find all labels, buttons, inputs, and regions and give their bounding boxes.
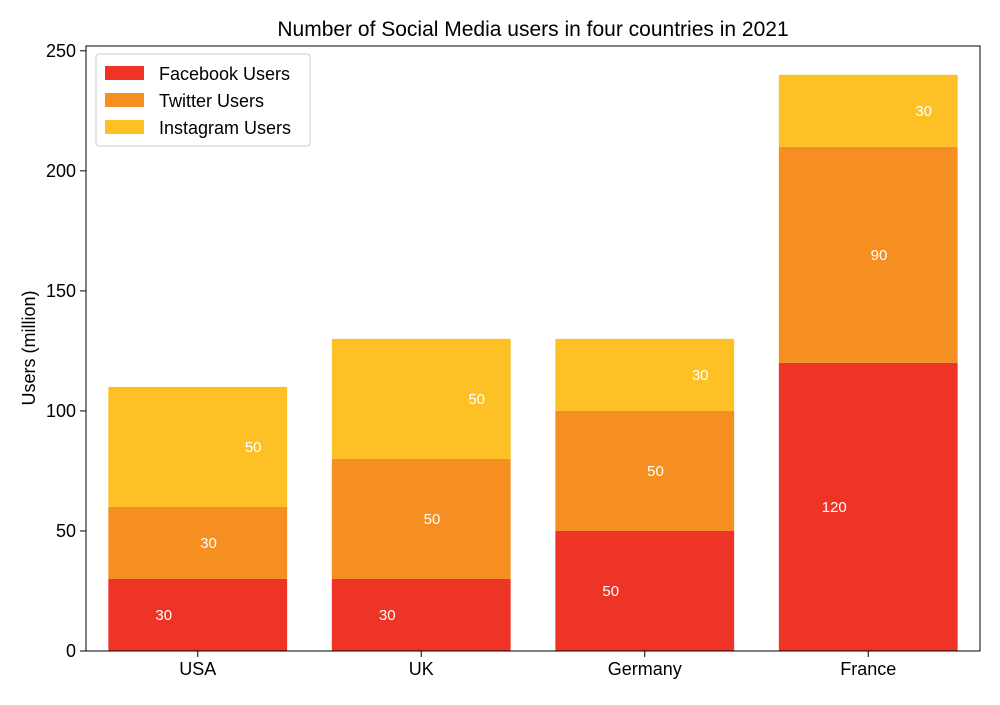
x-tick-label: France: [840, 659, 896, 679]
bar-instagram-users-usa: [108, 386, 288, 507]
x-tick-label: Germany: [608, 659, 682, 679]
data-label: 50: [647, 463, 664, 480]
bar-instagram-users-france: [778, 74, 958, 147]
x-axis: USA UK Germany France: [179, 651, 896, 679]
legend-label: Facebook Users: [159, 64, 290, 84]
y-tick-label: 150: [46, 281, 76, 301]
data-label: 90: [871, 247, 888, 264]
legend-swatch: [105, 93, 144, 107]
bar-facebook-users-usa: [108, 578, 288, 651]
legend-label: Twitter Users: [159, 91, 264, 111]
data-label: 50: [424, 511, 441, 528]
bar-facebook-users-germany: [555, 530, 735, 651]
y-axis-title: Users (million): [19, 290, 39, 405]
data-label: 30: [155, 607, 172, 624]
legend: Facebook Users Twitter Users Instagram Use…: [95, 53, 311, 147]
bars-layer: [108, 74, 958, 651]
legend-swatch: [105, 66, 144, 80]
data-label: 30: [200, 535, 217, 552]
bar-twitter-users-france: [778, 146, 958, 363]
legend-label: Instagram Users: [159, 118, 291, 138]
data-labels-layer: 30 30 50 120 30 50 50 90 50 50 30 30: [155, 103, 932, 624]
y-tick-label: 50: [56, 521, 76, 541]
bar-facebook-users-france: [778, 362, 958, 651]
data-label: 30: [692, 367, 709, 384]
legend-box: [95, 53, 311, 147]
y-tick-label: 250: [46, 41, 76, 61]
data-label: 120: [822, 499, 847, 516]
data-label: 50: [602, 583, 619, 600]
bar-twitter-users-germany: [555, 410, 735, 531]
x-tick-label: USA: [179, 659, 216, 679]
y-tick-label: 200: [46, 161, 76, 181]
bar-twitter-users-uk: [331, 458, 511, 579]
legend-swatch: [105, 120, 144, 134]
bar-facebook-users-uk: [331, 578, 511, 651]
bar-instagram-users-germany: [555, 338, 735, 411]
chart-title: Number of Social Media users in four cou…: [277, 18, 788, 41]
data-label: 30: [915, 103, 932, 120]
y-tick-label: 100: [46, 401, 76, 421]
bar-twitter-users-usa: [108, 506, 288, 579]
y-axis: 0 50 100 150 200 250: [46, 41, 86, 661]
data-label: 50: [245, 439, 262, 456]
bar-instagram-users-uk: [331, 338, 511, 459]
x-tick-label: UK: [409, 659, 434, 679]
data-label: 50: [468, 391, 485, 408]
plot-frame: [85, 45, 981, 652]
data-label: 30: [379, 607, 396, 624]
y-tick-label: 0: [66, 641, 76, 661]
